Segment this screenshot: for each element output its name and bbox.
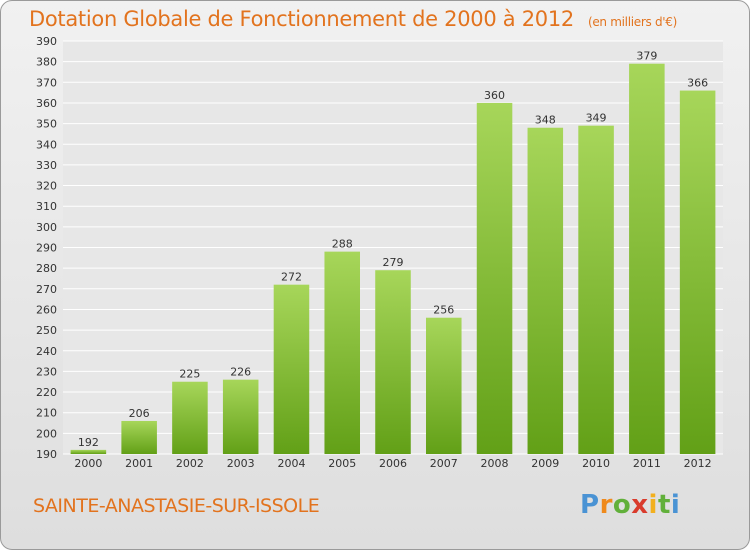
x-axis-labels: 2000 2001 2002 2003 2004 2005 2006 2007 2008 2009… [74, 457, 711, 470]
bar-2012 [679, 90, 716, 454]
unit-note: (en milliers d'€) [587, 15, 677, 29]
value-label: 256 [433, 304, 454, 317]
value-label: 226 [230, 366, 251, 379]
bar-2005 [324, 251, 360, 454]
y-tick-label: 280 [36, 262, 57, 275]
y-tick-label: 350 [36, 118, 57, 131]
bar-2011 [629, 63, 665, 455]
value-label: 348 [535, 114, 556, 127]
x-tick-label: 2010 [582, 457, 610, 470]
y-tick-label: 200 [36, 427, 57, 440]
bars [70, 63, 716, 455]
y-tick-label: 210 [36, 407, 57, 420]
y-axis-labels: 190 200 210 220 230 240 250 260 270 280 290 300 310 3… [36, 35, 57, 461]
x-tick-label: 2001 [125, 457, 153, 470]
chart-title-text: Dotation Globale de Fonctionnement de 20… [29, 7, 574, 31]
value-label: 272 [281, 271, 302, 284]
value-label: 225 [179, 368, 200, 381]
logo-letter: o [612, 490, 632, 520]
y-tick-label: 320 [36, 180, 57, 193]
x-tick-label: 2000 [74, 457, 102, 470]
bar-2010 [578, 125, 614, 454]
y-tick-label: 340 [36, 138, 57, 151]
x-tick-label: 2008 [481, 457, 509, 470]
logo-letter: x [631, 490, 649, 520]
logo-letter: P [580, 490, 600, 520]
x-tick-label: 2005 [328, 457, 356, 470]
x-tick-label: 2009 [531, 457, 559, 470]
bar-2007 [426, 317, 462, 454]
y-tick-label: 250 [36, 324, 57, 337]
y-tick-label: 370 [36, 76, 57, 89]
y-tick-label: 390 [36, 35, 57, 48]
logo-letter: i [670, 490, 681, 520]
y-tick-label: 270 [36, 283, 57, 296]
bar-2009 [527, 127, 564, 454]
x-tick-label: 2012 [684, 457, 712, 470]
y-tick-label: 330 [36, 159, 57, 172]
y-tick-label: 300 [36, 221, 57, 234]
logo-letter: i [648, 490, 658, 520]
x-tick-label: 2006 [379, 457, 407, 470]
value-label: 279 [383, 256, 404, 269]
x-tick-label: 2003 [227, 457, 255, 470]
y-tick-label: 220 [36, 386, 57, 399]
y-tick-label: 260 [36, 303, 57, 316]
city-name: SAINTE-ANASTASIE-SUR-ISSOLE [33, 495, 320, 517]
value-labels: 192 206 225 226 272 288 279 256 360 348 349 379 366 [78, 50, 708, 449]
logo-letter: t [657, 490, 671, 520]
y-tick-label: 290 [36, 242, 57, 255]
bar-2006 [375, 270, 411, 454]
x-tick-label: 2004 [277, 457, 305, 470]
bar-2001 [121, 420, 157, 454]
bar-2008 [476, 102, 513, 454]
y-tick-label: 360 [36, 97, 57, 110]
value-label: 379 [636, 50, 657, 63]
x-tick-label: 2002 [176, 457, 204, 470]
x-tick-label: 2007 [430, 457, 458, 470]
value-label: 349 [586, 112, 607, 125]
value-label: 288 [332, 238, 353, 251]
value-label: 192 [78, 436, 99, 449]
y-tick-label: 240 [36, 345, 57, 358]
y-tick-label: 380 [36, 56, 57, 69]
proxiti-logo: Proxiti [580, 490, 680, 520]
y-tick-label: 190 [36, 448, 57, 461]
y-tick-label: 310 [36, 200, 57, 213]
bar-2002 [172, 381, 208, 454]
value-label: 206 [129, 407, 150, 420]
y-tick-label: 230 [36, 365, 57, 378]
bar-2000 [70, 449, 107, 454]
x-tick-label: 2011 [633, 457, 661, 470]
bar-2003 [222, 379, 259, 454]
bar-2004 [273, 284, 310, 454]
logo-letter: r [599, 490, 613, 520]
chart-title: Dotation Globale de Fonctionnement de 20… [29, 7, 677, 31]
value-label: 366 [687, 77, 708, 90]
value-label: 360 [484, 89, 505, 102]
